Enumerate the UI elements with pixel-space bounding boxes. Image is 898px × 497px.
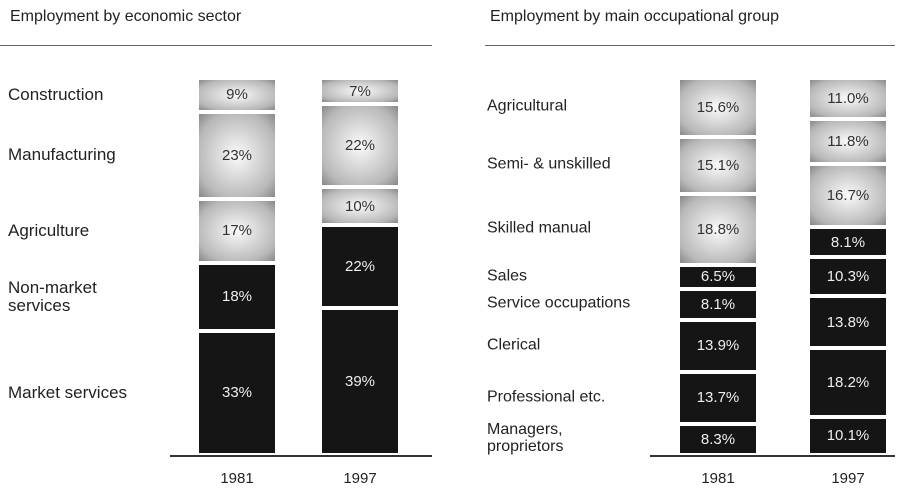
value-label: 11.8% [827,133,869,151]
value-label: 13.8% [826,313,870,331]
bar-segment: 39% [320,307,400,455]
value-label: 6.5% [700,268,736,286]
value-label: 18.2% [826,374,870,392]
axis-line [650,455,895,457]
chart-title: Employment by economic sector [10,8,242,25]
series-label: Manufacturing [8,145,116,165]
bar-segment: 22% [320,225,400,308]
series-label: Semi- & unskilled [487,155,611,173]
series-label: Market services [8,382,128,402]
bar-segment: 18.2% [808,348,888,417]
bar-segment: 7% [320,78,400,105]
series-label: Skilled manual [487,219,592,237]
bar-segment: 33% [197,330,277,455]
bar-segment: 18% [197,262,277,331]
bar-segment: 23% [197,111,277,199]
value-label: 10.3% [826,268,870,286]
series-label: Agricultural [487,97,568,115]
bar-segment: 13.9% [678,319,758,373]
value-label: 13.9% [696,337,740,355]
value-label: 18.8% [696,220,740,238]
axis-line [170,455,432,457]
year-label: 1997 [343,470,377,487]
value-label: 10% [344,197,376,215]
bar-segment: 17% [197,198,277,263]
chart-title: Employment by main occupational group [490,8,780,25]
title-rule [0,45,432,46]
value-label: 22% [344,137,376,155]
bar-segment: 22% [320,104,400,188]
bar-segment: 10.3% [808,257,888,297]
series-label: Service occupations [487,294,631,312]
value-label: 22% [344,257,376,275]
value-label: 10.1% [826,427,870,445]
value-label: 15.1% [696,156,740,174]
year-label: 1981 [701,470,735,487]
bar-segment: 8.1% [808,226,888,258]
value-label: 8.3% [700,430,736,448]
series-label: Sales [487,267,528,285]
bar-segment: 10.1% [808,416,888,455]
bar-segment: 13.8% [808,296,888,349]
series-label: Professional etc. [487,388,606,406]
bar-segment: 16.7% [808,163,888,227]
value-label: 39% [344,372,376,390]
value-label: 8.1% [830,233,866,251]
value-label: 9% [226,86,248,104]
bar-segment: 15.6% [678,78,758,137]
series-label: Non-market services [8,277,97,315]
title-rule [485,45,895,46]
bar-segment: 18.8% [678,193,758,265]
series-label: Managers, proprietors [487,421,564,456]
year-label: 1997 [831,470,865,487]
value-label: 7% [349,82,371,100]
bar-segment: 15.1% [678,136,758,194]
bar-segment: 11.8% [808,119,888,164]
value-label: 17% [221,222,253,240]
value-label: 13.7% [696,389,740,407]
bar-segment: 13.7% [678,372,758,424]
year-label: 1981 [220,470,254,487]
series-label: Clerical [487,336,541,354]
value-label: 18% [221,288,253,306]
bar-segment: 8.3% [678,423,758,455]
bar-segment: 6.5% [678,264,758,290]
value-label: 33% [221,384,253,402]
bar-segment: 10% [320,187,400,226]
bar-segment: 9% [197,78,277,112]
value-label: 15.6% [696,98,740,116]
value-label: 16.7% [826,186,870,204]
value-label: 23% [221,146,253,164]
series-label: Agriculture [8,220,90,240]
value-label: 8.1% [700,295,736,313]
bar-segment: 8.1% [678,289,758,320]
series-label: Construction [8,85,104,105]
value-label: 11.0% [827,90,869,108]
bar-segment: 11.0% [808,78,888,120]
